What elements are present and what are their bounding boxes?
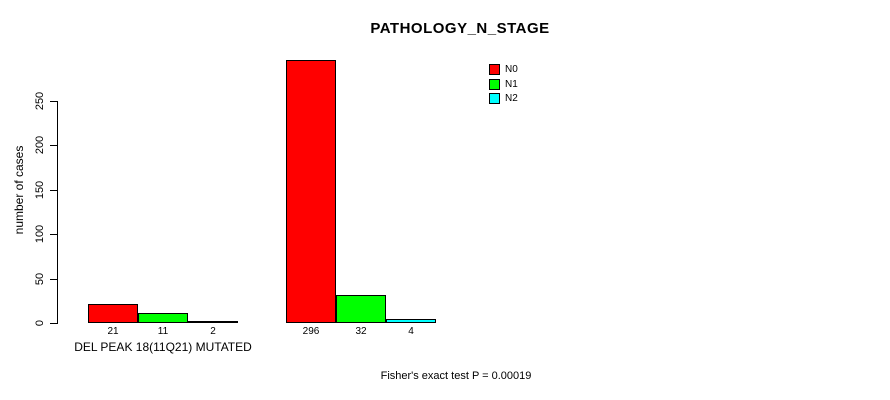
- bar-value-label: 32: [355, 326, 367, 337]
- bar-n2-group2: [386, 319, 436, 323]
- legend-color-swatch: [489, 78, 500, 90]
- y-tick-mark: [50, 278, 57, 280]
- legend-label: N1: [505, 78, 518, 90]
- legend-item-n0: N0: [489, 64, 518, 75]
- y-tick-label: 150: [34, 180, 46, 199]
- y-tick-mark: [50, 234, 57, 236]
- legend-item-n2: N2: [489, 93, 518, 104]
- bar-n1-group1: [138, 313, 188, 323]
- bar-n2-group1: [188, 321, 238, 323]
- y-axis-title: number of cases: [12, 145, 26, 235]
- legend-color-swatch: [489, 64, 500, 75]
- legend-color-swatch: [489, 93, 500, 104]
- bar-value-label: 2: [210, 326, 216, 337]
- bar-n0-group1: [88, 304, 138, 323]
- y-tick-mark: [50, 189, 57, 191]
- bar-value-label: 4: [408, 326, 414, 337]
- legend-label: N2: [505, 93, 518, 104]
- bar-n0-group2: [286, 60, 336, 323]
- y-tick-mark: [50, 323, 57, 324]
- y-tick-mark: [50, 145, 57, 147]
- y-tick-label: 100: [34, 225, 46, 244]
- y-axis-line: [57, 101, 58, 324]
- y-tick-label: 200: [34, 136, 46, 155]
- fisher-test-annotation: Fisher's exact test P = 0.00019: [380, 370, 532, 382]
- bar-value-label: 21: [107, 326, 119, 337]
- y-tick-label: 250: [34, 91, 46, 111]
- y-tick-mark: [50, 101, 57, 102]
- group-category-label: DEL PEAK 18(11Q21) MUTATED: [74, 340, 252, 354]
- chart-title: PATHOLOGY_N_STAGE: [370, 20, 550, 37]
- bar-value-label: 11: [157, 326, 169, 337]
- y-tick-label: 0: [34, 319, 46, 327]
- y-tick-label: 50: [34, 272, 46, 285]
- bar-value-label: 296: [302, 326, 320, 337]
- legend-item-n1: N1: [489, 78, 518, 90]
- legend-label: N0: [505, 64, 518, 75]
- bar-n1-group2: [336, 294, 386, 323]
